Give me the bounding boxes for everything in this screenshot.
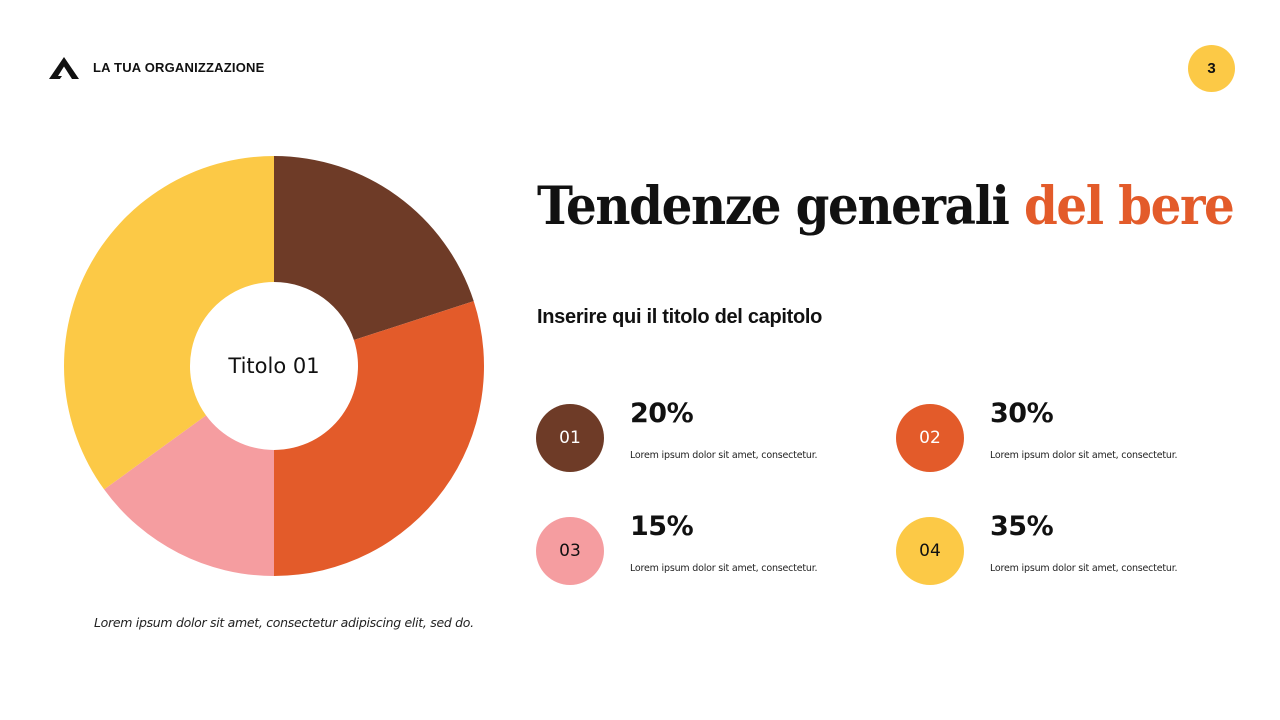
chart-center-label: Titolo 01 (228, 354, 320, 378)
title-main: Tendenze generali (537, 176, 1024, 237)
donut-segment-03 (104, 415, 274, 576)
organization-name: LA TUA ORGANIZZAZIONE (93, 60, 265, 75)
stat-item: 04 35% Lorem ipsum dolor sit amet, conse… (896, 511, 1216, 597)
donut-chart (64, 156, 484, 576)
stat-description: Lorem ipsum dolor sit amet, consectetur. (630, 563, 818, 574)
donut-segment-04 (64, 156, 274, 490)
donut-segment-02 (274, 301, 484, 576)
stat-percentage: 20% (630, 398, 694, 429)
stat-percentage: 35% (990, 511, 1054, 542)
stat-number-badge: 03 (536, 517, 604, 585)
donut-segment-01 (274, 156, 474, 341)
page-title: Tendenze generali del bere (537, 176, 1235, 237)
stat-percentage: 15% (630, 511, 694, 542)
stat-percentage: 30% (990, 398, 1054, 429)
triangle-logo-icon (49, 57, 79, 79)
stat-description: Lorem ipsum dolor sit amet, consectetur. (990, 450, 1178, 461)
logo (48, 56, 80, 80)
chart-caption: Lorem ipsum dolor sit amet, consectetur … (94, 615, 474, 630)
title-accent: del bere (1023, 176, 1235, 237)
stat-description: Lorem ipsum dolor sit amet, consectetur. (990, 563, 1178, 574)
page-number-badge: 3 (1188, 45, 1235, 92)
stat-item: 03 15% Lorem ipsum dolor sit amet, conse… (536, 511, 856, 597)
stat-number-badge: 02 (896, 404, 964, 472)
stat-number-badge: 04 (896, 517, 964, 585)
stat-number-badge: 01 (536, 404, 604, 472)
stat-item: 01 20% Lorem ipsum dolor sit amet, conse… (536, 398, 856, 484)
stat-item: 02 30% Lorem ipsum dolor sit amet, conse… (896, 398, 1216, 484)
stat-description: Lorem ipsum dolor sit amet, consectetur. (630, 450, 818, 461)
chapter-subtitle: Inserire qui il titolo del capitolo (537, 306, 823, 328)
